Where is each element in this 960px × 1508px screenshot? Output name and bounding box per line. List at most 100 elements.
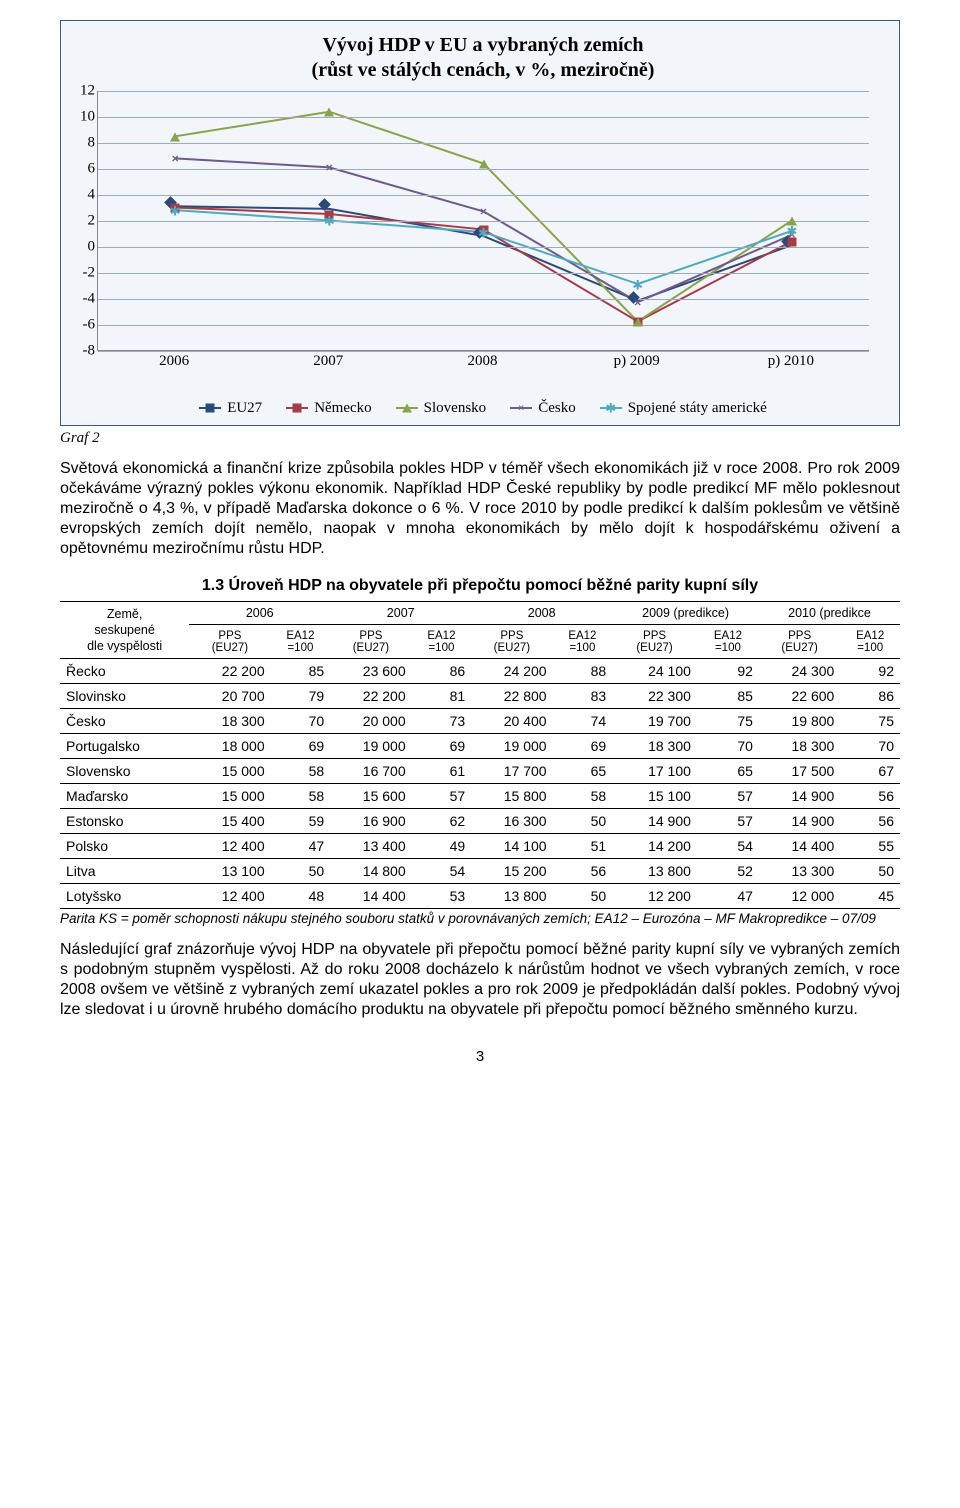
value-cell: 12 400 xyxy=(189,834,270,859)
value-cell: 45 xyxy=(840,884,900,909)
x-tick-label: 2006 xyxy=(159,353,189,370)
chart-caption: Graf 2 xyxy=(60,430,900,447)
chart-marker: × xyxy=(634,298,641,307)
paragraph-1: Světová ekonomická a finanční krize způs… xyxy=(60,459,900,559)
value-cell: 24 200 xyxy=(471,659,552,684)
value-cell: 12 400 xyxy=(189,884,270,909)
value-cell: 17 100 xyxy=(612,759,697,784)
value-cell: 70 xyxy=(840,734,900,759)
y-tick-label: 0 xyxy=(88,239,96,256)
value-cell: 22 200 xyxy=(189,659,270,684)
table-row: Litva13 1005014 8005415 2005613 8005213 … xyxy=(60,859,900,884)
value-cell: 14 800 xyxy=(330,859,411,884)
value-cell: 12 200 xyxy=(612,884,697,909)
value-cell: 56 xyxy=(553,859,613,884)
value-cell: 56 xyxy=(840,784,900,809)
table-row-header: Země,seskupenédle vyspělosti xyxy=(60,601,189,659)
chart-marker: × xyxy=(172,154,179,163)
section-heading: 1.3 Úroveň HDP na obyvatele při přepočtu… xyxy=(60,577,900,595)
country-cell: Estonsko xyxy=(60,809,189,834)
chart-title: Vývoj HDP v EU a vybraných zemích (růst … xyxy=(97,33,869,83)
country-cell: Lotyšsko xyxy=(60,884,189,909)
value-cell: 15 800 xyxy=(471,784,552,809)
x-tick-label: p) 2009 xyxy=(614,353,660,370)
y-tick-label: 2 xyxy=(88,213,96,230)
chart-marker: × xyxy=(326,163,333,172)
table-row: Slovensko15 0005816 7006117 7006517 1006… xyxy=(60,759,900,784)
country-cell: Litva xyxy=(60,859,189,884)
value-cell: 13 100 xyxy=(189,859,270,884)
table-year-header: 2007 xyxy=(330,601,471,625)
chart-marker xyxy=(633,318,643,327)
y-tick-label: -2 xyxy=(83,265,96,282)
table-year-header: 2008 xyxy=(471,601,612,625)
value-cell: 15 400 xyxy=(189,809,270,834)
table-row: Česko18 3007020 0007320 4007419 7007519 … xyxy=(60,709,900,734)
value-cell: 65 xyxy=(697,759,759,784)
value-cell: 57 xyxy=(697,784,759,809)
value-cell: 12 000 xyxy=(759,884,840,909)
table-sub-pps: PPS(EU27) xyxy=(471,625,552,659)
value-cell: 24 300 xyxy=(759,659,840,684)
value-cell: 81 xyxy=(412,684,472,709)
chart-marker: ✱ xyxy=(786,227,797,236)
y-tick-label: -6 xyxy=(83,317,96,334)
country-cell: Maďarsko xyxy=(60,784,189,809)
value-cell: 88 xyxy=(553,659,613,684)
table-row: Portugalsko18 0006919 0006919 0006918 30… xyxy=(60,734,900,759)
gdp-ppp-table: Země,seskupenédle vyspělosti200620072008… xyxy=(60,601,900,910)
country-cell: Polsko xyxy=(60,834,189,859)
value-cell: 22 800 xyxy=(471,684,552,709)
value-cell: 17 700 xyxy=(471,759,552,784)
value-cell: 85 xyxy=(697,684,759,709)
value-cell: 20 400 xyxy=(471,709,552,734)
value-cell: 57 xyxy=(697,809,759,834)
value-cell: 15 100 xyxy=(612,784,697,809)
value-cell: 15 600 xyxy=(330,784,411,809)
y-tick-label: -4 xyxy=(83,291,96,308)
x-tick-label: 2007 xyxy=(313,353,343,370)
value-cell: 16 700 xyxy=(330,759,411,784)
table-sub-ea: EA12=100 xyxy=(840,625,900,659)
value-cell: 13 800 xyxy=(612,859,697,884)
country-cell: Portugalsko xyxy=(60,734,189,759)
table-row: Lotyšsko12 4004814 4005313 8005012 20047… xyxy=(60,884,900,909)
x-tick-label: p) 2010 xyxy=(768,353,814,370)
chart-marker xyxy=(479,159,489,168)
value-cell: 20 000 xyxy=(330,709,411,734)
value-cell: 86 xyxy=(412,659,472,684)
value-cell: 50 xyxy=(840,859,900,884)
value-cell: 79 xyxy=(271,684,331,709)
value-cell: 57 xyxy=(412,784,472,809)
value-cell: 23 600 xyxy=(330,659,411,684)
chart-title-l2: (růst ve stálých cenách, v %, meziročně) xyxy=(312,59,655,81)
value-cell: 59 xyxy=(271,809,331,834)
y-tick-label: -8 xyxy=(83,343,96,360)
value-cell: 13 800 xyxy=(471,884,552,909)
value-cell: 14 900 xyxy=(759,784,840,809)
table-row: Estonsko15 4005916 9006216 3005014 90057… xyxy=(60,809,900,834)
value-cell: 14 200 xyxy=(612,834,697,859)
value-cell: 47 xyxy=(697,884,759,909)
table-sub-ea: EA12=100 xyxy=(271,625,331,659)
value-cell: 55 xyxy=(840,834,900,859)
page-number: 3 xyxy=(60,1048,900,1065)
legend-item: ✱Spojené státy americké xyxy=(600,400,767,417)
value-cell: 13 300 xyxy=(759,859,840,884)
value-cell: 22 200 xyxy=(330,684,411,709)
legend-item: Slovensko xyxy=(396,400,487,417)
table-sub-ea: EA12=100 xyxy=(553,625,613,659)
value-cell: 19 700 xyxy=(612,709,697,734)
value-cell: 50 xyxy=(553,884,613,909)
country-cell: Řecko xyxy=(60,659,189,684)
y-tick-label: 12 xyxy=(80,83,95,100)
value-cell: 24 100 xyxy=(612,659,697,684)
value-cell: 61 xyxy=(412,759,472,784)
chart-marker: ✱ xyxy=(170,206,181,215)
table-year-header: 2009 (predikce) xyxy=(612,601,759,625)
value-cell: 70 xyxy=(271,709,331,734)
value-cell: 14 100 xyxy=(471,834,552,859)
country-cell: Slovinsko xyxy=(60,684,189,709)
value-cell: 54 xyxy=(697,834,759,859)
value-cell: 47 xyxy=(271,834,331,859)
